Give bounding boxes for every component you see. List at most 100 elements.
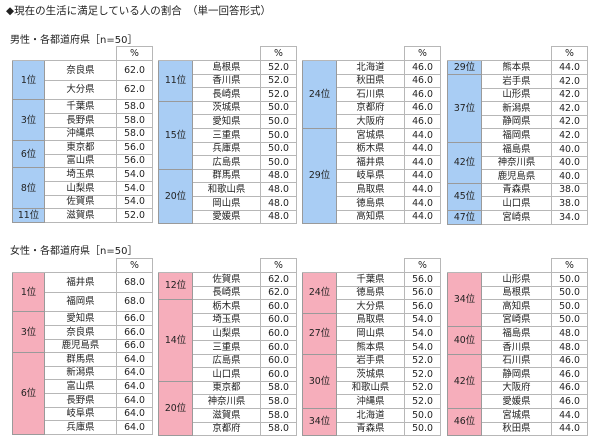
percent-header: %	[260, 258, 297, 273]
prefecture-cell: 愛知県	[192, 114, 261, 129]
percent-cell: 40.0	[551, 169, 588, 184]
percent-cell: 58.0	[116, 113, 153, 128]
prefecture-cell: 富山県	[44, 379, 117, 394]
prefecture-cell: 神奈川県	[481, 155, 552, 171]
percent-cell: 52.0	[404, 367, 441, 382]
header-blank	[158, 46, 261, 61]
prefecture-cell: 奈良県	[44, 60, 117, 81]
percent-cell: 54.0	[404, 339, 441, 355]
percent-cell: 58.0	[260, 421, 297, 437]
table-row: 20位 東京都 58.0	[158, 380, 297, 437]
prefecture-cell: 鳥取県	[336, 182, 405, 197]
percent-cell: 62.0	[116, 79, 153, 101]
percent-cell: 60.0	[260, 312, 297, 328]
prefecture-cell: 熊本県	[481, 60, 552, 75]
percent-cell: 44.0	[404, 195, 441, 211]
table-row: 大分県 62.0	[13, 79, 153, 101]
table-row: 富山県 56.0	[13, 153, 153, 169]
table-row: 兵庫県 64.0	[13, 420, 153, 435]
percent-cell: 54.0	[116, 194, 153, 210]
prefecture-cell: 滋賀県	[192, 407, 261, 423]
prefecture-cell: 島根県	[481, 285, 552, 301]
table-row: 1位 福井県 68.0	[12, 271, 153, 313]
table-row: 三重県 60.0	[159, 339, 297, 355]
percent-cell: 50.0	[551, 285, 588, 301]
prefecture-cell: 兵庫県	[192, 141, 261, 157]
table-row: 1位 奈良県 62.0	[12, 59, 153, 101]
male-section-label: 男性・各都道府県［n=50］	[10, 35, 138, 46]
table-row: 47位 宮崎県 34.0	[447, 209, 588, 225]
prefecture-cell: 山口県	[481, 196, 552, 211]
prefecture-cell: 奈良県	[44, 325, 117, 340]
percent-cell: 46.0	[404, 114, 441, 129]
table-row: 京都府 46.0	[303, 100, 441, 116]
rank-cell: 14位	[158, 299, 193, 382]
prefecture-cell: 青森県	[481, 182, 552, 198]
prefecture-cell: 長野県	[44, 393, 117, 408]
percent-cell: 60.0	[260, 326, 297, 341]
percent-cell: 50.0	[551, 312, 588, 328]
table-row: 栃木県 44.0	[303, 141, 441, 157]
prefecture-cell: 栃木県	[192, 299, 261, 314]
table-row: 徳島県 56.0	[303, 285, 441, 301]
table-row: 6位 群馬県 64.0	[12, 352, 153, 435]
table-row: 福岡県 68.0	[13, 291, 153, 313]
prefecture-cell: 富山県	[44, 153, 117, 169]
percent-cell: 52.0	[404, 394, 441, 409]
table-row: 新潟県 42.0	[448, 101, 588, 116]
prefecture-cell: 埼玉県	[192, 312, 261, 328]
prefecture-cell: 福島県	[481, 326, 552, 341]
percent-cell: 62.0	[260, 272, 297, 287]
prefecture-cell: 新潟県	[481, 101, 552, 116]
prefecture-cell: 佐賀県	[44, 194, 117, 210]
percent-cell: 48.0	[260, 182, 297, 197]
table-row: 滋賀県 58.0	[159, 407, 297, 423]
percent-cell: 40.0	[551, 155, 588, 171]
prefecture-cell: 長崎県	[192, 87, 261, 102]
prefecture-cell: 京都府	[336, 100, 405, 116]
prefecture-cell: 岡山県	[336, 326, 405, 341]
percent-cell: 56.0	[404, 299, 441, 314]
table-row: 秋田県 46.0	[303, 73, 441, 89]
table-row: 3位 愛知県 66.0	[12, 311, 153, 354]
prefecture-cell: 鹿児島県	[481, 169, 552, 184]
rank-cell: 20位	[158, 168, 193, 225]
percent-cell: 46.0	[551, 353, 588, 369]
percent-cell: 44.0	[551, 60, 588, 75]
percent-header: %	[551, 46, 588, 61]
table-row: 長崎県 52.0	[159, 87, 297, 102]
table-row: 秋田県 44.0	[448, 421, 588, 437]
table-row: 富山県 64.0	[13, 379, 153, 394]
rank-cell: 40位	[447, 326, 482, 355]
prefecture-cell: 広島県	[192, 353, 261, 369]
rank-cell: 3位	[12, 311, 45, 354]
prefecture-cell: 北海道	[336, 60, 405, 75]
prefecture-cell: 長野県	[44, 113, 117, 128]
prefecture-cell: 石川県	[481, 353, 552, 369]
prefecture-cell: 群馬県	[44, 352, 117, 367]
prefecture-cell: 岐阜県	[44, 406, 117, 422]
percent-cell: 42.0	[551, 101, 588, 116]
percent-cell: 52.0	[404, 353, 441, 369]
rank-cell: 8位	[12, 167, 45, 210]
percent-cell: 50.0	[260, 155, 297, 170]
prefecture-cell: 石川県	[336, 87, 405, 102]
prefecture-cell: 熊本県	[336, 339, 405, 355]
prefecture-cell: 沖縄県	[44, 126, 117, 142]
prefecture-cell: 茨城県	[336, 367, 405, 382]
percent-cell: 52.0	[260, 87, 297, 102]
percent-cell: 50.0	[260, 114, 297, 129]
prefecture-cell: 福井県	[336, 155, 405, 170]
prefecture-cell: 東京都	[44, 140, 117, 155]
percent-cell: 64.0	[116, 393, 153, 408]
prefecture-cell: 宮城県	[336, 127, 405, 143]
header-blank	[302, 46, 405, 61]
prefecture-cell: 島根県	[192, 60, 261, 75]
percent-cell: 60.0	[260, 339, 297, 355]
table-row: 27位 鳥取県 54.0	[302, 312, 441, 355]
percent-header: %	[116, 46, 153, 61]
percent-cell: 50.0	[260, 100, 297, 116]
prefecture-cell: 徳島県	[336, 195, 405, 211]
percent-cell: 42.0	[551, 128, 588, 143]
table-row: 鳥取県 44.0	[303, 182, 441, 197]
